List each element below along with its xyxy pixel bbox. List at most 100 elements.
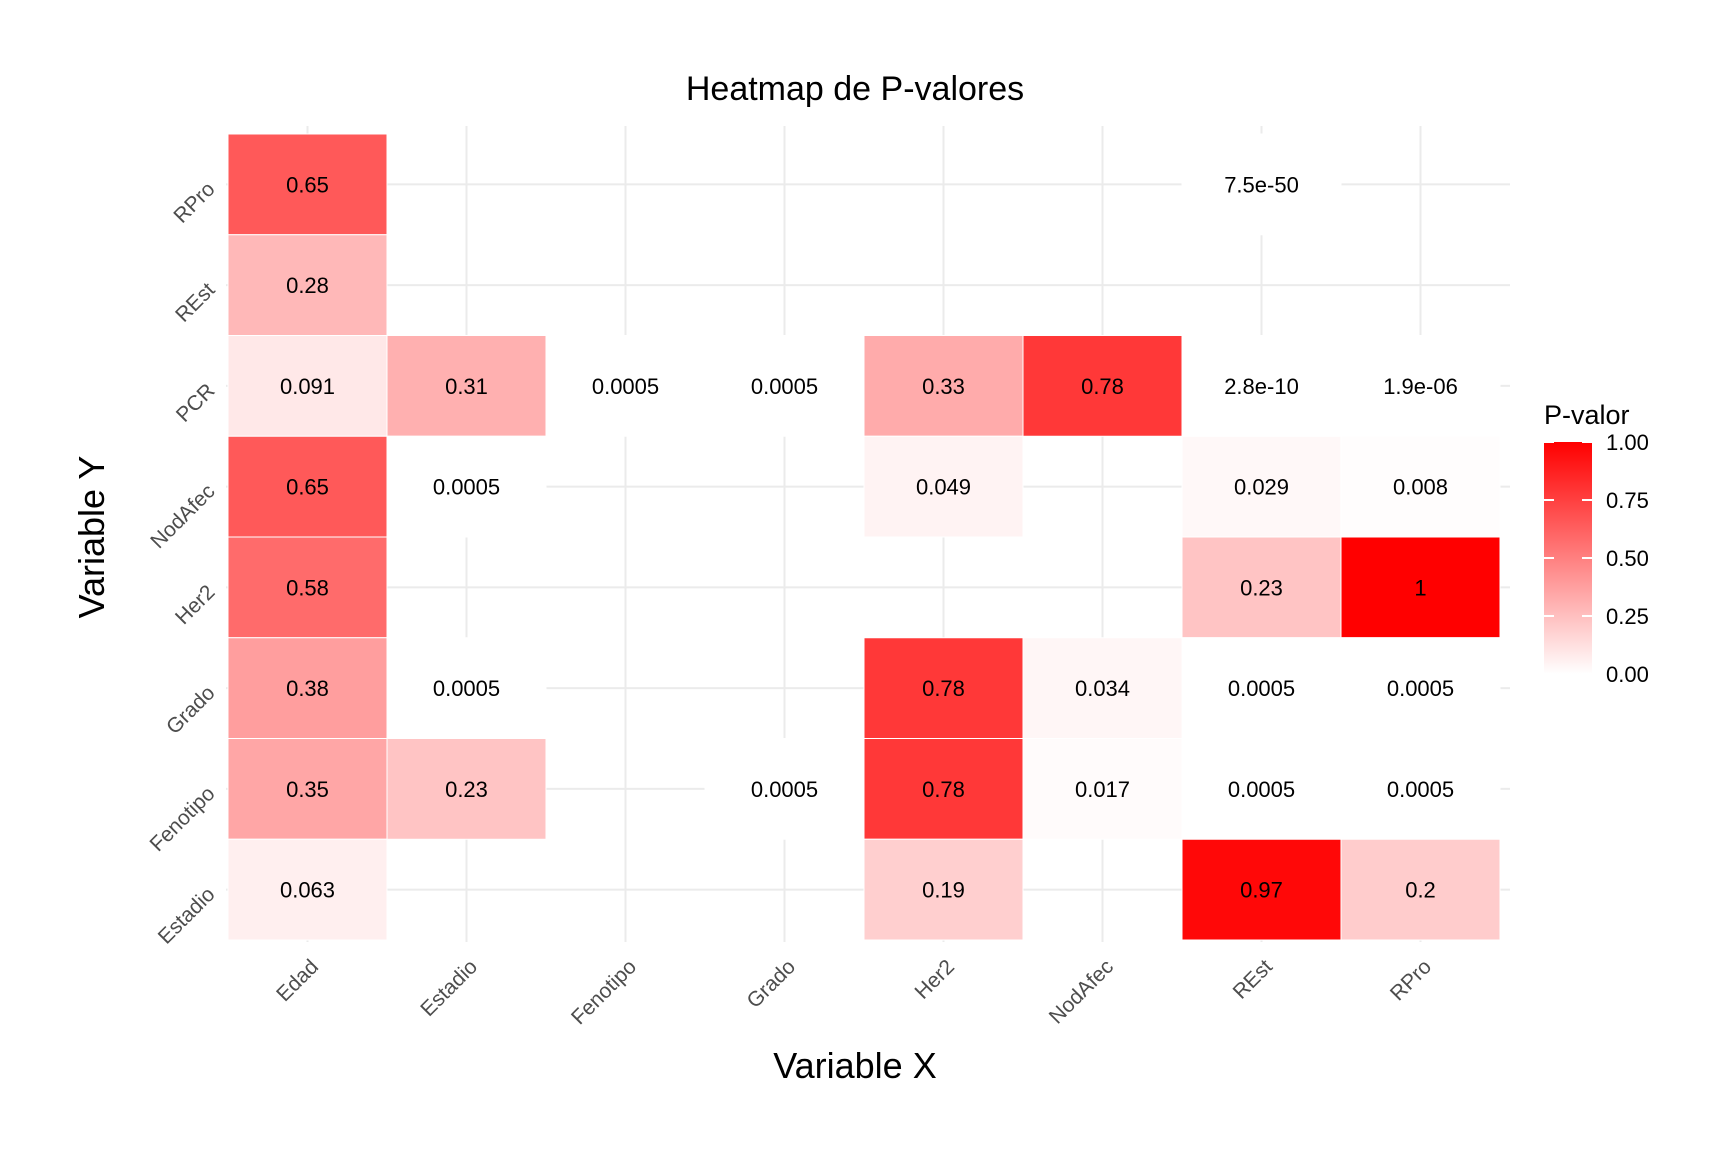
legend-tick-label: 1.00 [1606, 430, 1649, 455]
heatmap-cell [1181, 133, 1342, 236]
cell-value-label: 0.58 [286, 575, 329, 600]
x-tick-label: NodAfec [1045, 955, 1118, 1028]
y-tick-label: REst [171, 278, 220, 327]
cell-value-label: 0.091 [280, 374, 335, 399]
cell-value-label: 0.78 [922, 777, 965, 802]
heatmap-cell [1022, 738, 1183, 840]
heatmap-cell [1340, 838, 1501, 941]
legend-tick-label: 0.00 [1606, 662, 1649, 687]
x-axis-ticks: Edad Estadio Fenotipo Grado Her2 NodAfec REst R… [272, 955, 1436, 1029]
cell-value-label: 1 [1414, 575, 1426, 600]
y-tick-label: RPro [169, 178, 219, 228]
cell-value-label: 0.31 [445, 374, 488, 399]
x-tick-label: Grado [742, 955, 800, 1013]
cell-value-label: 0.23 [445, 777, 488, 802]
color-legend: P-valor 1.00 0.75 0.50 0.25 0.00 [1544, 400, 1649, 687]
cell-value-label: 0.78 [922, 676, 965, 701]
y-tick-label: NodAfec [146, 480, 219, 553]
cell-value-label: 0.28 [286, 273, 329, 298]
cell-value-label: 0.97 [1240, 878, 1283, 903]
cell-value-label: 0.78 [1081, 374, 1124, 399]
heatmap-cell [1181, 536, 1342, 639]
heatmap-cell [386, 335, 547, 437]
heatmap-cell [227, 838, 388, 941]
heatmap-cell [545, 335, 706, 437]
heatmap-cell [1181, 838, 1342, 941]
cell-value-label: 0.2 [1405, 878, 1436, 903]
cell-value-label: 0.0005 [433, 475, 500, 500]
x-tick-label: RPro [1386, 955, 1436, 1005]
legend-tick-label: 0.50 [1606, 546, 1649, 571]
heatmap-cell [1181, 335, 1342, 437]
heatmap-cell [704, 738, 865, 840]
cell-value-label: 0.38 [286, 676, 329, 701]
cell-value-label: 0.063 [280, 878, 335, 903]
heatmap-cell [227, 335, 388, 437]
cell-value-label: 0.65 [286, 475, 329, 500]
x-tick-label: REst [1229, 955, 1278, 1004]
y-tick-label: PCR [172, 379, 220, 427]
heatmap-cell [1340, 637, 1501, 739]
cell-value-label: 0.19 [922, 878, 965, 903]
y-tick-label: Fenotipo [145, 782, 219, 856]
heatmap-cell [1340, 435, 1501, 538]
cell-value-label: 0.35 [286, 777, 329, 802]
heatmap-cells [227, 133, 1501, 941]
heatmap-cell [227, 637, 388, 739]
heatmap-cell [1340, 738, 1501, 840]
cell-value-label: 0.029 [1234, 475, 1289, 500]
y-tick-label: Grado [162, 681, 220, 739]
cell-value-label: 0.0005 [592, 374, 659, 399]
cell-value-label: 0.008 [1393, 475, 1448, 500]
cell-value-label: 0.23 [1240, 575, 1283, 600]
x-tick-label: Estadio [416, 955, 482, 1021]
heatmap-cell [227, 536, 388, 639]
cell-value-label: 0.33 [922, 374, 965, 399]
heatmap-cell [386, 637, 547, 739]
heatmap-cell [1022, 637, 1183, 739]
cell-value-label: 0.0005 [751, 777, 818, 802]
y-axis-title: Variable Y [71, 456, 112, 619]
cell-value-label: 2.8e-10 [1224, 374, 1299, 399]
cell-value-label: 7.5e-50 [1224, 172, 1299, 197]
heatmap-cell [863, 838, 1024, 941]
heatmap-cell [227, 738, 388, 840]
heatmap-cell [227, 435, 388, 538]
cell-value-label: 0.049 [916, 475, 971, 500]
cell-value-label: 0.0005 [1228, 676, 1295, 701]
cell-value-label: 0.0005 [1387, 777, 1454, 802]
legend-tick-label: 0.75 [1606, 488, 1649, 513]
x-tick-label: Edad [272, 955, 323, 1006]
x-tick-label: Her2 [911, 955, 959, 1003]
cell-value-label: 0.0005 [751, 374, 818, 399]
y-tick-label: Estadio [154, 883, 220, 949]
heatmap-cell [1340, 536, 1501, 639]
legend-title: P-valor [1544, 400, 1630, 430]
cell-value-label: 0.0005 [433, 676, 500, 701]
y-tick-label: Her2 [171, 581, 219, 629]
heatmap-cell [386, 435, 547, 538]
heatmap-cell [1181, 738, 1342, 840]
cell-value-label: 0.0005 [1387, 676, 1454, 701]
cell-labels: 0.65 7.5e-50 0.28 0.091 0.31 0.0005 0.0005 0.33… [280, 172, 1458, 902]
x-axis-title: Variable X [773, 1045, 936, 1086]
chart-title: Heatmap de P-valores [686, 70, 1024, 108]
cell-value-label: 1.9e-06 [1383, 374, 1458, 399]
heatmap-cell [704, 335, 865, 437]
heatmap-cell [386, 738, 547, 840]
heatmap-cell [863, 637, 1024, 739]
legend-tick-label: 0.25 [1606, 604, 1649, 629]
heatmap-cell [863, 435, 1024, 538]
cell-value-label: 0.017 [1075, 777, 1130, 802]
cell-value-label: 0.65 [286, 172, 329, 197]
y-axis-ticks: Estadio Fenotipo Grado Her2 NodAfec PCR REst RP… [145, 178, 219, 949]
legend-ticks: 1.00 0.75 0.50 0.25 0.00 [1544, 430, 1649, 687]
cell-value-label: 0.0005 [1228, 777, 1295, 802]
x-tick-label: Fenotipo [567, 955, 641, 1029]
heatmap-cell [1340, 335, 1501, 437]
heatmap-cell [1181, 435, 1342, 538]
heatmap-cell [227, 133, 388, 236]
heatmap-cell [1022, 335, 1183, 437]
cell-value-label: 0.034 [1075, 676, 1130, 701]
